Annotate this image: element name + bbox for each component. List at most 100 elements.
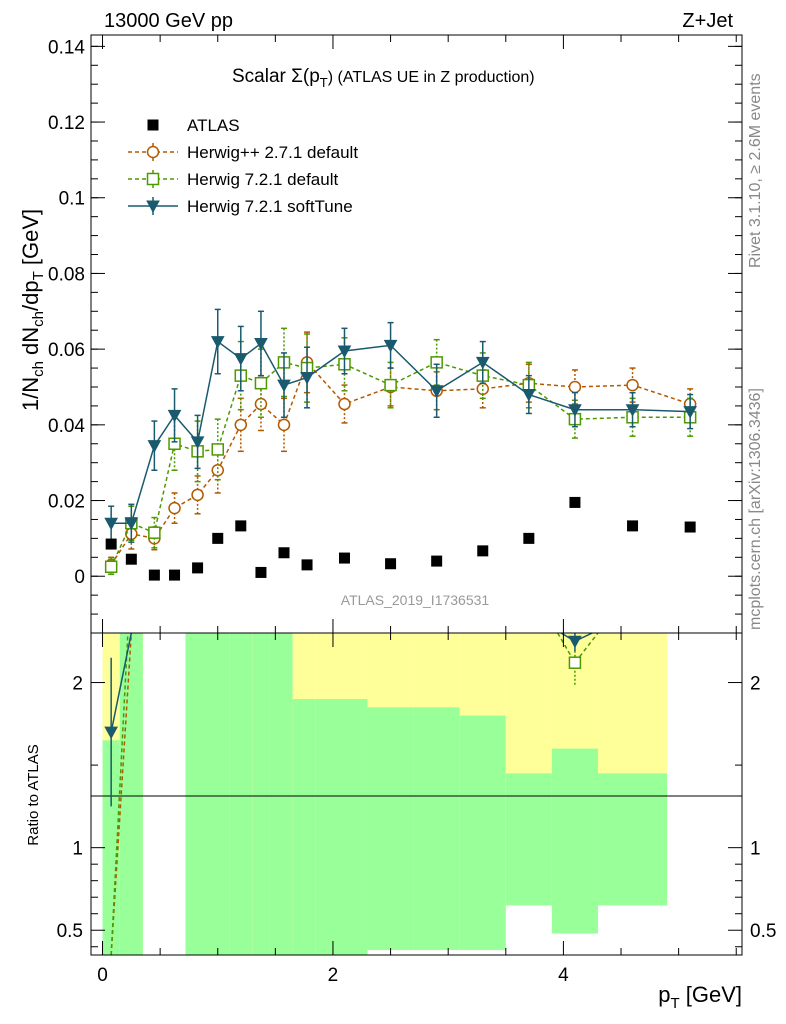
x-tick-label: 4 bbox=[558, 965, 569, 986]
atlas-point bbox=[627, 520, 639, 532]
atlas-point bbox=[105, 538, 117, 550]
legend-marker bbox=[146, 145, 160, 159]
atlas-point bbox=[569, 496, 581, 508]
data-point-herwig72 bbox=[254, 376, 268, 390]
ratio-y-tick-label-right: 0.5 bbox=[750, 921, 776, 942]
ratio-inner-band bbox=[367, 707, 414, 951]
atlas-point bbox=[431, 555, 443, 567]
ratio-inner-band bbox=[292, 699, 316, 955]
ratio-inner-band bbox=[208, 633, 230, 955]
plot-title: Scalar Σ(pT) (ATLAS UE in Z production) bbox=[232, 66, 535, 90]
atlas-point bbox=[125, 553, 137, 565]
atlas-point bbox=[255, 566, 267, 578]
collision-label: 13000 GeV pp bbox=[104, 10, 233, 32]
main-y-tick-label: 0.08 bbox=[48, 264, 85, 285]
process-label: Z+Jet bbox=[682, 10, 733, 32]
main-y-tick-label: 0.1 bbox=[59, 189, 85, 210]
data-point-herwigpp bbox=[211, 464, 224, 477]
ratio-inner-band bbox=[315, 699, 368, 955]
ratio-point-softtune-high bbox=[568, 635, 582, 649]
ratio-bands bbox=[102, 633, 668, 955]
legend-marker bbox=[146, 200, 160, 214]
atlas-point bbox=[278, 547, 290, 559]
data-point-herwig72 bbox=[384, 378, 397, 392]
legend-marker bbox=[146, 172, 160, 186]
ratio-y-tick-label-right: 2 bbox=[750, 674, 761, 695]
data-point-herwigpp bbox=[234, 418, 248, 432]
data-point-herwigpp bbox=[277, 418, 291, 432]
data-point-herwigpp bbox=[191, 488, 204, 502]
ratio-inner-band bbox=[185, 633, 209, 955]
series-line-herwigpp bbox=[110, 360, 691, 566]
data-point-softtune bbox=[429, 385, 444, 398]
main-panel: 0 0.02 0.04 0.06 0.08 0.1 0.12 0.14 bbox=[48, 34, 743, 634]
legend-entry: Herwig 7.2.1 default bbox=[187, 170, 338, 189]
series-line-softtune bbox=[111, 340, 691, 524]
main-y-axis: 0 0.02 0.04 0.06 0.08 0.1 0.12 0.14 bbox=[48, 37, 742, 615]
data-point-softtune bbox=[147, 440, 162, 453]
ratio-point-herwig72 bbox=[568, 656, 582, 669]
atlas-point bbox=[301, 559, 313, 571]
data-point-softtune bbox=[568, 404, 582, 417]
rivet-label: Rivet 3.1.10, ≥ 2.6M events bbox=[747, 73, 764, 268]
atlas-point bbox=[148, 569, 160, 581]
data-point-herwig72 bbox=[148, 526, 161, 539]
atlas-point bbox=[338, 552, 350, 564]
ratio-line-herwig72 bbox=[110, 632, 129, 956]
analysis-label: ATLAS_2019_I1736531 bbox=[341, 592, 490, 608]
main-y-tick-label: 0.02 bbox=[48, 492, 85, 513]
ratio-inner-band bbox=[597, 773, 668, 906]
ratio-line-herwig72-high bbox=[556, 632, 599, 665]
atlas-point bbox=[684, 521, 696, 533]
data-point-softtune bbox=[124, 517, 139, 531]
main-y-tick-label: 0.12 bbox=[48, 113, 85, 134]
ratio-y-tick-label-right: 1 bbox=[750, 839, 761, 860]
data-point-softtune bbox=[683, 406, 697, 419]
atlas-point bbox=[477, 545, 489, 557]
data-point-herwigpp bbox=[338, 397, 351, 411]
legend-entry: ATLAS bbox=[187, 116, 240, 135]
data-point-softtune bbox=[475, 356, 490, 370]
ratio-inner-band bbox=[102, 740, 120, 955]
atlas-point bbox=[235, 520, 247, 532]
data-point-softtune bbox=[383, 339, 398, 353]
ratio-inner-band bbox=[252, 633, 270, 955]
legend: ATLAS Herwig++ 2.7.1 default Herwig 7.2.1 … bbox=[128, 116, 358, 216]
atlas-point bbox=[385, 558, 397, 570]
ratio-y-axis: 0.5 0.5 1 1 2 2 bbox=[57, 674, 776, 948]
legend-marker bbox=[147, 119, 159, 131]
atlas-markers bbox=[105, 496, 696, 581]
main-y-tick-label: 0 bbox=[74, 567, 85, 588]
ratio-inner-band bbox=[119, 633, 143, 955]
series-line-herwig72 bbox=[110, 361, 691, 568]
ratio-series bbox=[104, 632, 599, 956]
data-point-softtune bbox=[254, 337, 268, 351]
mcplots-label: mcplots.cern.ch [arXiv:1306.3436] bbox=[747, 388, 764, 630]
data-point-herwigpp bbox=[254, 397, 268, 411]
ratio-inner-band bbox=[269, 633, 293, 955]
data-point-softtune bbox=[167, 409, 182, 423]
ratio-inner-band bbox=[229, 633, 253, 955]
x-tick-label: 2 bbox=[328, 965, 339, 986]
ratio-plot-frame bbox=[90, 632, 743, 956]
atlas-point bbox=[169, 569, 181, 581]
main-series bbox=[104, 308, 697, 576]
ratio-y-tick-label: 1 bbox=[72, 839, 83, 860]
data-point-herwig72 bbox=[211, 443, 224, 456]
data-point-herwig72 bbox=[104, 560, 118, 574]
x-axis-label: pT [GeV] bbox=[658, 982, 742, 1012]
ratio-inner-band bbox=[459, 715, 506, 951]
main-y-tick-label: 0.14 bbox=[48, 37, 85, 58]
ratio-point-softtune bbox=[104, 726, 119, 740]
data-point-softtune bbox=[277, 379, 291, 393]
legend-entry: Herwig++ 2.7.1 default bbox=[187, 143, 358, 162]
ratio-inner-band bbox=[413, 707, 460, 951]
data-point-herwigpp bbox=[568, 380, 582, 394]
ratio-line-herwigpp bbox=[110, 632, 133, 956]
ratio-inner-band bbox=[551, 748, 598, 934]
main-x-ticks bbox=[102, 35, 737, 633]
data-point-softtune bbox=[190, 436, 205, 449]
ratio-y-tick-label: 2 bbox=[72, 674, 83, 695]
data-point-herwigpp bbox=[626, 378, 639, 392]
